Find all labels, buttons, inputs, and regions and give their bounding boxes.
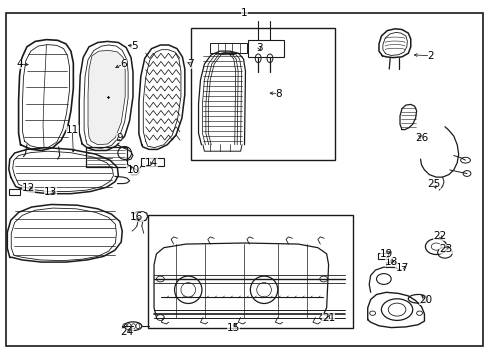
Bar [9, 189, 20, 195]
Text: 15: 15 [226, 323, 240, 333]
Text: 19: 19 [379, 249, 392, 259]
Text: 26: 26 [414, 132, 427, 143]
Text: 1: 1 [241, 8, 247, 18]
Text: 16: 16 [130, 212, 143, 222]
Text: 11: 11 [65, 125, 79, 135]
Bar [85, 147, 127, 167]
Text: 2: 2 [426, 51, 433, 61]
Bar [248, 40, 283, 57]
Text: 9: 9 [116, 132, 123, 143]
Bar [190, 28, 334, 160]
Text: 23: 23 [438, 244, 452, 254]
Bar [141, 158, 164, 166]
Text: 24: 24 [120, 327, 134, 337]
Bar [386, 262, 395, 267]
Text: 6: 6 [120, 59, 126, 69]
Text: 7: 7 [187, 59, 194, 69]
Text: 8: 8 [275, 89, 282, 99]
Text: 20: 20 [418, 294, 431, 305]
Text: 25: 25 [427, 179, 440, 189]
Text: 17: 17 [394, 263, 408, 273]
Bar [377, 253, 387, 259]
Polygon shape [88, 50, 125, 145]
Text: 21: 21 [321, 312, 335, 323]
Text: 22: 22 [432, 231, 446, 241]
Text: 12: 12 [21, 183, 35, 193]
Text: 14: 14 [144, 158, 158, 168]
Text: 10: 10 [126, 165, 139, 175]
Bar [147, 215, 352, 328]
Text: 5: 5 [131, 41, 138, 51]
Bar [210, 43, 246, 53]
Text: 18: 18 [384, 257, 397, 267]
Text: 3: 3 [255, 42, 262, 53]
Text: 4: 4 [16, 59, 23, 69]
Text: 13: 13 [43, 186, 57, 197]
